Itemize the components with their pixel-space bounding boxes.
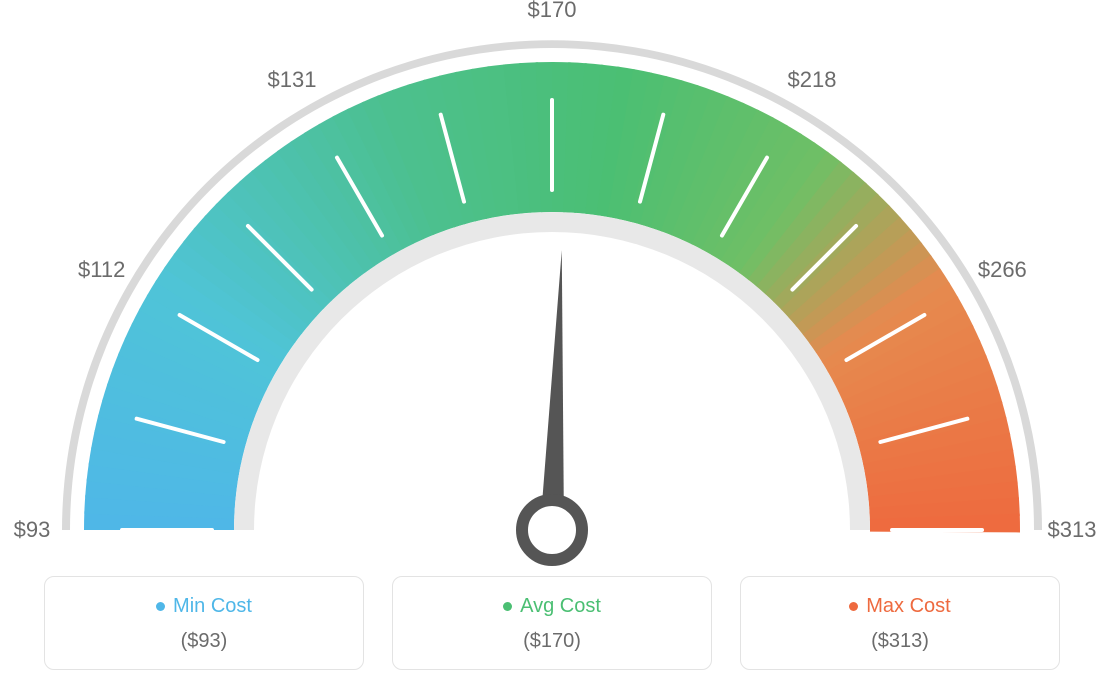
legend-card-avg: Avg Cost ($170) [392, 576, 712, 670]
legend-label: Avg Cost [520, 595, 601, 618]
legend-value: ($93) [55, 630, 353, 653]
legend-value: ($313) [751, 630, 1049, 653]
gauge-tick-label: $218 [788, 67, 837, 93]
legend-dot-icon [849, 602, 858, 611]
gauge-tick-label: $112 [78, 257, 125, 283]
gauge-tick-label: $131 [268, 67, 317, 93]
gauge-svg [0, 20, 1104, 590]
legend-card-min: Min Cost ($93) [44, 576, 364, 670]
legend-title-max: Max Cost [849, 595, 950, 618]
gauge-container: $93 $112 $131 $170 $218 $266 $313 [0, 0, 1104, 570]
legend-dot-icon [156, 602, 165, 611]
legend-value: ($170) [403, 630, 701, 653]
legend-row: Min Cost ($93) Avg Cost ($170) Max Cost ($313… [0, 576, 1104, 670]
gauge-tick-label: $93 [14, 517, 51, 543]
legend-dot-icon [503, 602, 512, 611]
legend-card-max: Max Cost ($313) [740, 576, 1060, 670]
legend-label: Min Cost [173, 595, 252, 618]
legend-label: Max Cost [866, 595, 950, 618]
gauge-tick-label: $170 [528, 0, 577, 23]
legend-title-min: Min Cost [156, 595, 252, 618]
gauge-tick-label: $313 [1048, 517, 1097, 543]
legend-title-avg: Avg Cost [503, 595, 601, 618]
gauge-tick-label: $266 [978, 257, 1027, 283]
